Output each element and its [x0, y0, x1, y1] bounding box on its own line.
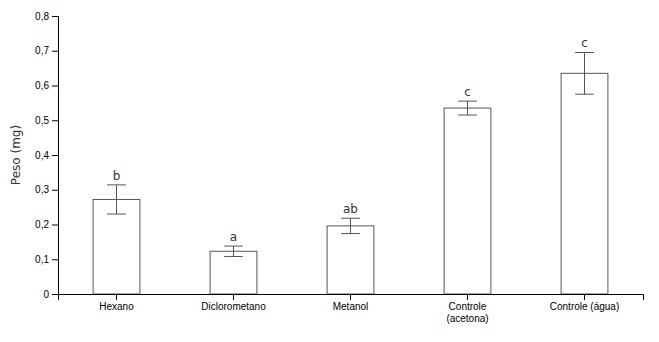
y-tick-label: 0,5	[35, 115, 49, 126]
y-tick-label: 0,4	[35, 150, 49, 161]
y-tick: 0,2	[35, 219, 58, 230]
y-tick: 0,4	[35, 150, 58, 161]
x-tick-label: Hexano	[99, 301, 134, 312]
x-tick: Metanol	[333, 294, 369, 312]
y-tick-mark	[52, 16, 58, 17]
y-axis: 0 0,1 0,2 0,3 0,4 0,5 0,6 0,7 0,8	[35, 11, 58, 300]
error-bar-stem	[116, 185, 117, 214]
error-bar-cap	[341, 218, 360, 219]
bar	[561, 73, 608, 294]
error-bar-stem	[350, 218, 351, 233]
error-bar	[458, 101, 477, 115]
error-bar-cap	[575, 52, 594, 53]
bar	[210, 251, 257, 294]
error-bar-stem	[467, 101, 468, 115]
y-tick-label: 0,2	[35, 219, 49, 230]
y-tick-mark	[52, 190, 58, 191]
y-tick-label: 0,7	[35, 45, 49, 56]
y-tick: 0,3	[35, 184, 58, 195]
error-bar-cap	[224, 256, 243, 257]
y-tick-mark	[52, 120, 58, 121]
y-tick: 0,6	[35, 80, 58, 91]
error-bar	[224, 246, 243, 256]
y-tick: 0,5	[35, 115, 58, 126]
error-bar	[341, 218, 360, 233]
y-tick-label: 0,3	[35, 184, 49, 195]
y-tick: 0	[43, 289, 58, 300]
x-tick-mark	[467, 294, 468, 300]
bar	[327, 226, 374, 294]
x-tick-label-line: (acetona)	[446, 313, 488, 324]
chart: 0 0,1 0,2 0,3 0,4 0,5 0,6 0,7 0,8 Hexano Diclorome…	[0, 0, 659, 342]
error-bar-cap	[458, 101, 477, 102]
error-bar	[107, 185, 126, 214]
x-tick-mark	[584, 294, 585, 300]
annotation: c	[464, 85, 471, 99]
plot: 0 0,1 0,2 0,3 0,4 0,5 0,6 0,7 0,8 Hexano Diclorome…	[35, 11, 643, 324]
y-tick-mark	[52, 86, 58, 87]
x-tick-mark	[233, 294, 234, 300]
y-tick-label: 0	[43, 289, 49, 300]
y-tick-label: 0,6	[35, 80, 49, 91]
annotation: b	[113, 169, 121, 183]
y-axis-line	[52, 17, 59, 295]
y-tick: 0,1	[35, 254, 58, 265]
y-tick-mark	[52, 225, 58, 226]
error-bar-cap	[107, 184, 126, 185]
error-bar	[575, 52, 594, 94]
y-tick-mark	[52, 294, 58, 295]
x-axis-line	[59, 295, 644, 301]
y-tick-mark	[52, 51, 58, 52]
x-tick: Controle (água)	[550, 294, 619, 312]
x-tick: Diclorometano	[201, 294, 266, 312]
x-tick-mark	[116, 294, 117, 300]
x-tick-label: Metanol	[333, 301, 369, 312]
x-tick-label: Controle(acetona)	[446, 301, 488, 324]
error-bar-cap	[224, 246, 243, 247]
error-bar-stem	[233, 246, 234, 256]
x-tick-label: Controle (água)	[550, 301, 619, 312]
error-bar-cap	[341, 233, 360, 234]
annotation: ab	[343, 202, 358, 216]
bar	[93, 199, 140, 294]
error-bar-stem	[584, 52, 585, 94]
y-axis-title: Peso (mg)	[9, 125, 23, 185]
error-bar-cap	[458, 115, 477, 116]
error-bar-cap	[107, 214, 126, 215]
y-tick: 0,7	[35, 45, 58, 56]
bar	[444, 108, 491, 294]
marks	[93, 52, 608, 294]
y-tick-mark	[52, 155, 58, 156]
y-tick: 0,8	[35, 11, 58, 22]
y-tick-label: 0,1	[35, 254, 49, 265]
x-tick-label-line: Controle	[449, 301, 487, 312]
x-tick: Hexano	[99, 294, 134, 312]
y-tick-mark	[52, 259, 58, 260]
annotation: c	[581, 36, 588, 50]
y-tick-label: 0,8	[35, 11, 49, 22]
annotations: b a ab c c	[113, 36, 588, 244]
x-tick: Controle(acetona)	[446, 294, 488, 324]
x-tick-label: Diclorometano	[201, 301, 266, 312]
annotation: a	[230, 230, 237, 244]
error-bar-cap	[575, 94, 594, 95]
x-tick-mark	[350, 294, 351, 300]
x-axis: Hexano Diclorometano Metanol Controle(aceto…	[59, 294, 644, 324]
